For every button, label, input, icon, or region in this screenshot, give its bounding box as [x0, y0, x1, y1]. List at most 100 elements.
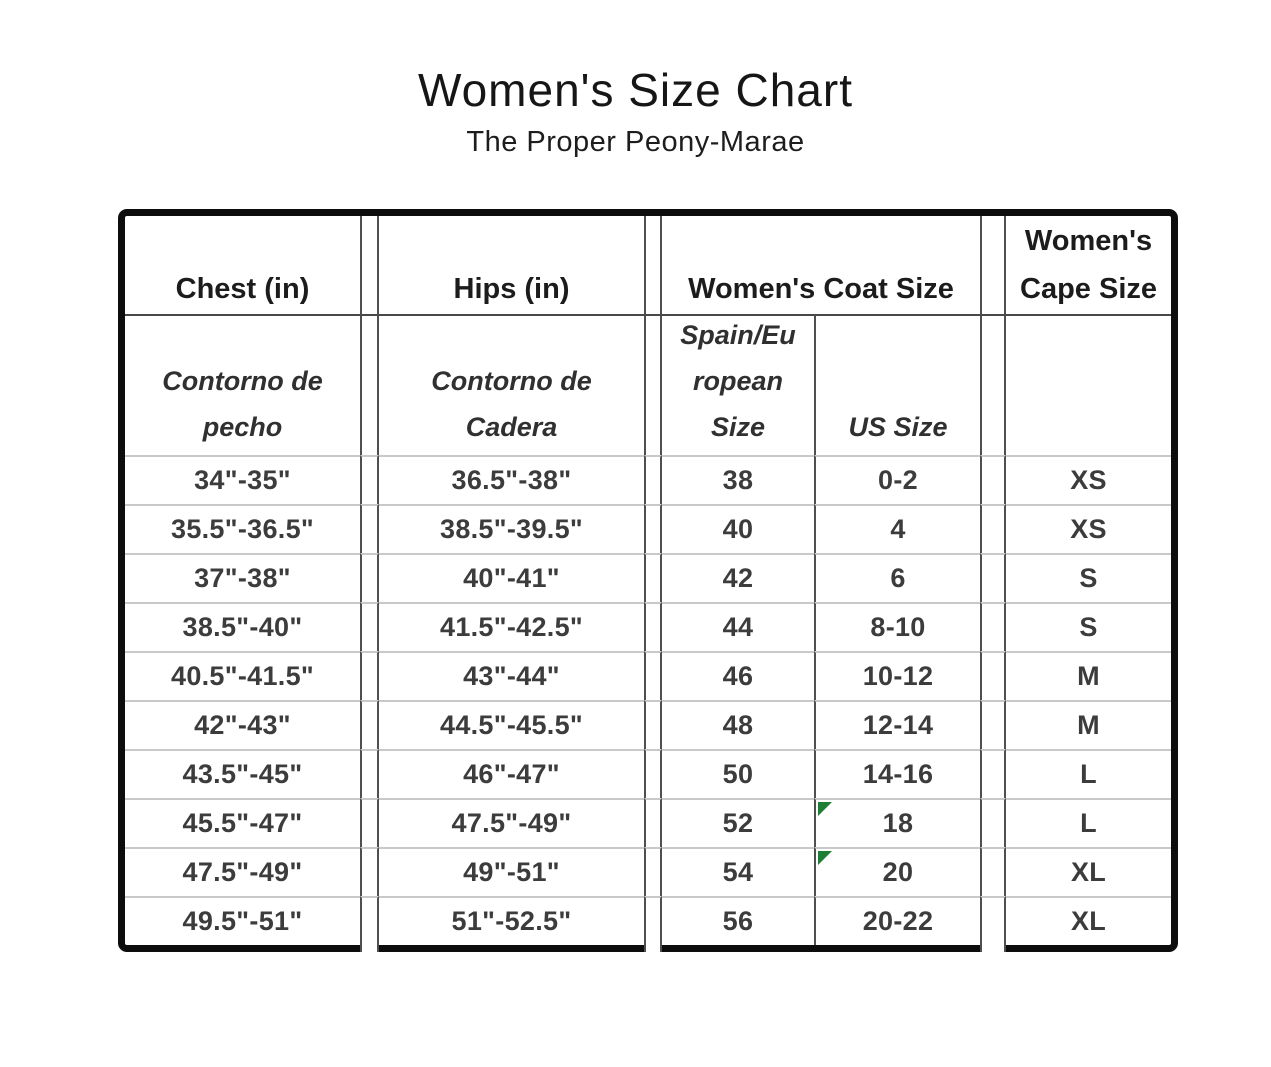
- eu-size-value: 42: [662, 552, 814, 602]
- spacer-cell: [980, 650, 1006, 700]
- spacer-cell: [360, 503, 379, 553]
- spacer-cell: [644, 748, 662, 798]
- us-size-text: 18: [882, 807, 914, 838]
- chest-value: 49.5"-51": [125, 895, 360, 945]
- us-size-value: 10-12: [814, 650, 980, 700]
- us-size-value: 6: [814, 552, 980, 602]
- cape-size-value: S: [1006, 601, 1171, 651]
- cape-size-value: M: [1006, 650, 1171, 700]
- us-size-text: 20: [882, 856, 914, 887]
- bottom-border-gap: [644, 944, 662, 952]
- cape-size-column-header: Women's Cape Size: [1020, 224, 1157, 305]
- eu-size-value: 56: [662, 895, 814, 945]
- page-title: Women's Size Chart: [418, 64, 853, 116]
- hips-value: 47.5"-49": [379, 797, 644, 847]
- us-size-value: 20-22: [814, 895, 980, 945]
- chest-value: 35.5"-36.5": [125, 503, 360, 553]
- chest-value: 47.5"-49": [125, 846, 360, 896]
- coat-size-column-header: Women's Coat Size: [688, 272, 954, 305]
- spacer-cell: [980, 748, 1006, 798]
- spacer-cell: [644, 503, 662, 553]
- cape-size-value: XL: [1006, 895, 1171, 945]
- us-size-value: 12-14: [814, 699, 980, 749]
- chest-value: 42"-43": [125, 699, 360, 749]
- spacer-cell: [980, 601, 1006, 651]
- spacer-cell: [644, 601, 662, 651]
- bottom-border-gap: [360, 944, 379, 952]
- chest-value: 38.5"-40": [125, 601, 360, 651]
- hips-value: 44.5"-45.5": [379, 699, 644, 749]
- hips-value: 51"-52.5": [379, 895, 644, 945]
- hips-value: 49"-51": [379, 846, 644, 896]
- cape-subheader-empty: [1006, 313, 1171, 455]
- eu-size-value: 46: [662, 650, 814, 700]
- hips-value: 46"-47": [379, 748, 644, 798]
- spacer-cell: [644, 650, 662, 700]
- spacer-cell: [980, 215, 1006, 314]
- spacer-cell: [360, 846, 379, 896]
- cape-size-value: S: [1006, 552, 1171, 602]
- spacer-cell: [980, 454, 1006, 504]
- cape-size-value: M: [1006, 699, 1171, 749]
- eu-size-value: 38: [662, 454, 814, 504]
- eu-size-value: 40: [662, 503, 814, 553]
- spacer-cell: [360, 699, 379, 749]
- hips-subheader-spanish: Contorno de Cadera: [379, 313, 644, 455]
- spacer-cell: [980, 503, 1006, 553]
- cape-size-value: XS: [1006, 503, 1171, 553]
- size-chart-grid: Chest (in) Hips (in) Women's Coat Size W…: [125, 215, 1171, 945]
- spacer-cell: [980, 699, 1006, 749]
- us-size-value: 18: [814, 797, 980, 847]
- spacer-cell: [360, 601, 379, 651]
- spacer-cell: [360, 650, 379, 700]
- eu-size-value: 54: [662, 846, 814, 896]
- spacer-cell: [360, 797, 379, 847]
- chest-value: 37"-38": [125, 552, 360, 602]
- cape-size-value: XL: [1006, 846, 1171, 896]
- eu-size-subheader-label: Spain/European Size: [680, 319, 796, 442]
- page-subtitle: The Proper Peony-Marae: [466, 125, 805, 158]
- spacer-cell: [360, 895, 379, 945]
- chest-value: 45.5"-47": [125, 797, 360, 847]
- eu-size-value: 50: [662, 748, 814, 798]
- spacer-cell: [360, 313, 379, 455]
- spacer-cell: [644, 895, 662, 945]
- hips-subheader-label: Contorno de Cadera: [431, 365, 592, 442]
- green-triangle-icon: [818, 850, 832, 865]
- chest-subheader-spanish: Contorno de pecho: [125, 313, 360, 455]
- us-size-value: 8-10: [814, 601, 980, 651]
- cape-size-value: L: [1006, 797, 1171, 847]
- us-size-value: 20: [814, 846, 980, 896]
- green-triangle-icon: [818, 801, 832, 816]
- spacer-cell: [980, 552, 1006, 602]
- hips-value: 40"-41": [379, 552, 644, 602]
- size-chart-table: Chest (in) Hips (in) Women's Coat Size W…: [118, 208, 1178, 952]
- hips-column-header: Hips (in): [453, 272, 570, 305]
- spacer-cell: [980, 313, 1006, 455]
- spacer-cell: [360, 215, 379, 314]
- eu-size-value: 52: [662, 797, 814, 847]
- spacer-cell: [644, 699, 662, 749]
- spacer-cell: [644, 552, 662, 602]
- chest-value: 43.5"-45": [125, 748, 360, 798]
- eu-size-value: 48: [662, 699, 814, 749]
- us-size-subheader: US Size: [814, 313, 980, 455]
- spacer-cell: [644, 846, 662, 896]
- us-size-value: 14-16: [814, 748, 980, 798]
- us-size-value: 4: [814, 503, 980, 553]
- us-size-subheader-label: US Size: [848, 411, 948, 442]
- spacer-cell: [644, 454, 662, 504]
- hips-value: 38.5"-39.5": [379, 503, 644, 553]
- cape-size-value: XS: [1006, 454, 1171, 504]
- eu-size-subheader: Spain/European Size: [662, 313, 814, 455]
- spacer-cell: [980, 797, 1006, 847]
- hips-value: 41.5"-42.5": [379, 601, 644, 651]
- spacer-cell: [360, 552, 379, 602]
- page-header: Women's Size Chart The Proper Peony-Mara…: [0, 0, 1271, 159]
- chest-column-header: Chest (in): [175, 272, 310, 305]
- size-chart-wrapper: Chest (in) Hips (in) Women's Coat Size W…: [118, 208, 1271, 952]
- hips-value: 43"-44": [379, 650, 644, 700]
- eu-size-value: 44: [662, 601, 814, 651]
- us-size-value: 0-2: [814, 454, 980, 504]
- cape-size-value: L: [1006, 748, 1171, 798]
